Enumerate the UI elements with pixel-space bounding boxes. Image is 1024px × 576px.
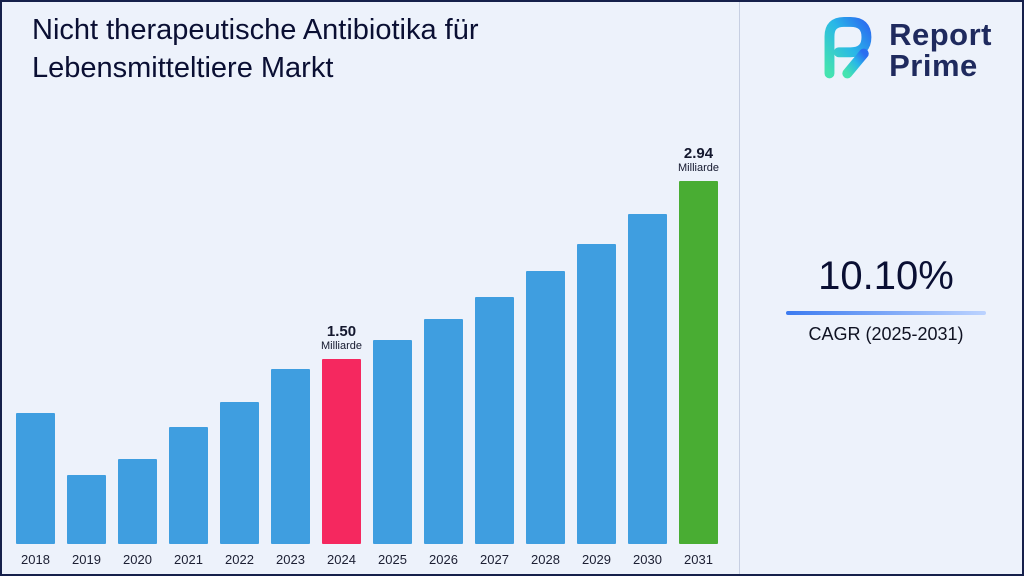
x-axis-label-2029: 2029: [582, 552, 611, 567]
bar-group-2028: 2028: [526, 271, 565, 568]
x-axis-label-2027: 2027: [480, 552, 509, 567]
x-axis-label-2021: 2021: [174, 552, 203, 567]
bar-2021: [169, 427, 208, 544]
x-axis-label-2019: 2019: [72, 552, 101, 567]
logo-word-prime: Prime: [889, 47, 978, 83]
bar-group-2025: 2025: [373, 340, 412, 568]
report-prime-logo-icon: [811, 14, 877, 85]
bar-group-2021: 2021: [169, 427, 208, 568]
bar-2024: [322, 359, 361, 544]
cagr-underline: [786, 311, 986, 315]
bar-value: 1.50: [326, 323, 357, 341]
x-axis-label-2028: 2028: [531, 552, 560, 567]
bar-2018: [16, 413, 55, 544]
bar-2023: [271, 369, 310, 544]
bar-2022: [220, 402, 259, 544]
bar-group-2027: 2027: [475, 297, 514, 568]
x-axis-label-2024: 2024: [327, 552, 356, 567]
x-axis-label-2026: 2026: [429, 552, 458, 567]
bar-group-2031: 2.94 Milliarde 2031: [678, 145, 719, 568]
bar-2029: [577, 244, 616, 544]
bar-group-2024: 1.50 Milliarde 2024: [321, 323, 362, 568]
vertical-divider: [739, 2, 740, 574]
bar-chart: 2018 2019 2020 2021 2022 2023 1.50 Milliarde 202…: [16, 145, 719, 568]
bar-unit: Milliarde: [321, 340, 362, 353]
bar-2019: [67, 475, 106, 544]
x-axis-label-2018: 2018: [21, 552, 50, 567]
bar-value: 2.94: [683, 145, 714, 163]
cagr-value: 10.10%: [818, 254, 954, 298]
bar-value-label-2031: 2.94 Milliarde: [678, 145, 719, 175]
bar-2026: [424, 319, 463, 544]
bar-group-2030: 2030: [628, 214, 667, 568]
bar-2031: [679, 181, 718, 544]
bar-group-2018: 2018: [16, 413, 55, 568]
bar-2020: [118, 459, 157, 544]
bar-group-2019: 2019: [67, 475, 106, 568]
bar-unit: Milliarde: [678, 162, 719, 175]
bar-2025: [373, 340, 412, 544]
bar-group-2029: 2029: [577, 244, 616, 568]
report-prime-logo: Report Prime: [811, 14, 992, 85]
x-axis-label-2023: 2023: [276, 552, 305, 567]
x-axis-label-2031: 2031: [684, 552, 713, 567]
bar-group-2023: 2023: [271, 369, 310, 568]
bar-2027: [475, 297, 514, 544]
bar-2028: [526, 271, 565, 544]
logo-word-report: Report: [889, 16, 992, 52]
bar-group-2020: 2020: [118, 459, 157, 568]
x-axis-label-2025: 2025: [378, 552, 407, 567]
report-prime-logo-text: Report Prime: [889, 19, 992, 81]
cagr-label: CAGR (2025-2031): [808, 324, 964, 344]
bar-group-2022: 2022: [220, 402, 259, 568]
cagr-panel: 10.10% CAGR (2025-2031): [760, 254, 1012, 345]
bar-group-2026: 2026: [424, 319, 463, 568]
x-axis-label-2030: 2030: [633, 552, 662, 567]
bar-2030: [628, 214, 667, 544]
x-axis-label-2022: 2022: [225, 552, 254, 567]
page-title: Nicht therapeutische Antibiotika für Leb…: [32, 14, 479, 84]
bar-value-label-2024: 1.50 Milliarde: [321, 323, 362, 353]
x-axis-label-2020: 2020: [123, 552, 152, 567]
